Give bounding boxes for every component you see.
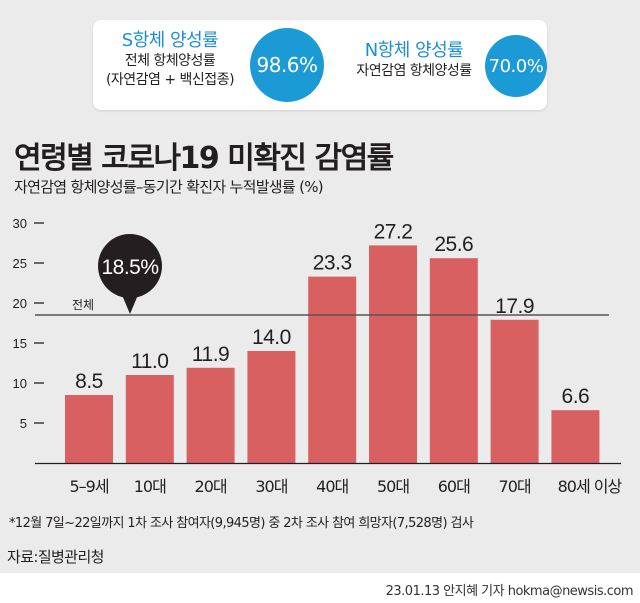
bar-value-label: 6.6	[562, 385, 590, 408]
x-tick-label: 60대	[438, 477, 470, 496]
source-label: 자료:질병관리청	[7, 548, 104, 566]
bar-3	[247, 351, 296, 463]
bar-value-label: 23.3	[313, 252, 352, 275]
y-tick-label: 25	[13, 256, 27, 271]
bar-4	[308, 276, 357, 463]
bar-value-label: 25.6	[434, 233, 473, 256]
n-antibody-title: N항체 양성률	[364, 40, 464, 61]
bar-value-label: 14.0	[252, 326, 291, 349]
y-tick-label: 5	[20, 416, 27, 431]
y-tick-label: 20	[13, 296, 27, 311]
callout-value: 18.5%	[101, 256, 158, 279]
x-tick-label: 80세 이상	[558, 477, 623, 496]
bar-value-label: 27.2	[374, 220, 413, 243]
y-tick-label: 15	[13, 336, 27, 351]
x-tick-label: 10대	[134, 477, 166, 496]
y-tick-label: 30	[13, 216, 27, 231]
callout-bubble	[98, 234, 162, 298]
s-antibody-sub1: 전체 항체양성률	[124, 53, 216, 69]
bar-2	[186, 367, 235, 463]
callout-pointer	[122, 295, 138, 314]
reference-line-group: 전체 18.5%	[35, 234, 609, 316]
n-antibody-sub1: 자연감염 항체양성률	[356, 63, 472, 79]
bar-value-label: 8.5	[75, 370, 103, 393]
x-tick-label: 5–9세	[69, 477, 108, 496]
bar-6	[429, 258, 478, 463]
antibody-summary-card: S항체 양성률 전체 항체양성률 (자연감염 + 백신접종) 98.6% N항체…	[93, 20, 547, 110]
x-axis: 5–9세 10대 20대 30대 40대 50대 60대 70대 80세 이상	[35, 462, 623, 496]
bars: 8.5 11.0 11.9 14.0 23.3 27.2 25.6 17.9 6.6	[65, 220, 600, 463]
s-antibody-sub2: (자연감염 + 백신접종)	[105, 72, 235, 88]
bar-value-label: 17.9	[495, 295, 534, 318]
chart-title: 연령별 코로나19 미확진 감염률	[14, 141, 394, 176]
x-tick-label: 30대	[255, 477, 287, 496]
credit-line: 23.01.13 안지혜 기자 hokma@newsis.com	[385, 584, 634, 599]
footnote: *12월 7일~22일까지 1차 조사 참여자(9,945명) 중 2차 조사 …	[9, 516, 474, 531]
bar-7	[490, 319, 539, 463]
x-tick-label: 40대	[316, 477, 348, 496]
reference-line-label: 전체	[72, 298, 94, 312]
bar-1	[125, 375, 174, 463]
x-tick-label: 20대	[195, 477, 227, 496]
bar-chart: 5 10 15 20 25 30 8.5 11.0 11.9 14.0 23.3 27.2 25.6 1…	[13, 216, 624, 496]
y-tick-label: 10	[13, 376, 27, 391]
n-antibody-value-badge: 70.0%	[485, 35, 547, 97]
x-tick-label: 70대	[499, 477, 531, 496]
bar-0	[65, 395, 113, 463]
s-antibody-value-badge: 98.6%	[250, 28, 324, 102]
s-antibody-text: S항체 양성률 전체 항체양성률 (자연감염 + 백신접종)	[95, 30, 245, 90]
bar-value-label: 11.9	[192, 343, 229, 366]
x-tick-label: 50대	[377, 477, 409, 496]
s-antibody-title: S항체 양성률	[121, 30, 219, 51]
bar-8	[551, 410, 600, 463]
bar-value-label: 11.0	[131, 350, 168, 373]
chart-subtitle: 자연감염 항체양성률–동기간 확진자 누적발생률 (%)	[14, 178, 324, 196]
bar-5	[369, 245, 417, 463]
y-axis: 5 10 15 20 25 30	[13, 216, 44, 431]
n-antibody-text: N항체 양성률 자연감염 항체양성률	[339, 40, 489, 81]
